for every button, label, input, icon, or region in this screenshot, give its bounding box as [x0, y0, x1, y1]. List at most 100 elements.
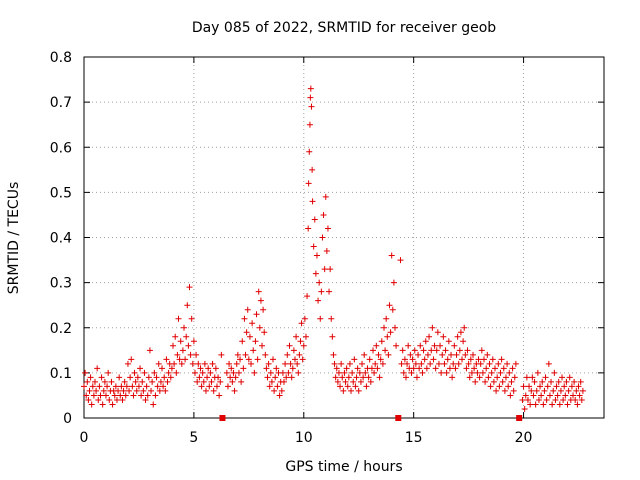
data-point — [450, 360, 457, 367]
data-point — [144, 392, 151, 399]
data-point — [549, 401, 556, 408]
data-point — [520, 383, 527, 390]
data-point — [510, 387, 517, 394]
data-point — [496, 383, 503, 390]
data-point — [253, 311, 260, 318]
data-point — [316, 279, 323, 286]
data-point — [490, 378, 497, 385]
gap-marker — [395, 415, 402, 421]
data-point — [289, 365, 296, 372]
data-point — [408, 369, 415, 376]
data-point — [246, 333, 253, 340]
data-point — [137, 365, 144, 372]
data-point — [206, 383, 213, 390]
data-point — [150, 401, 157, 408]
data-point — [489, 356, 496, 363]
data-point — [294, 360, 301, 367]
data-point — [271, 387, 278, 394]
data-point — [113, 396, 120, 403]
data-point — [87, 374, 94, 381]
data-point — [201, 360, 208, 367]
data-point — [212, 365, 219, 372]
data-point — [563, 378, 570, 385]
data-point — [165, 369, 172, 376]
data-point — [440, 333, 447, 340]
data-point — [101, 378, 108, 385]
data-point — [472, 378, 479, 385]
data-point — [164, 378, 171, 385]
data-point — [148, 387, 155, 394]
data-point — [194, 378, 201, 385]
data-point — [564, 401, 571, 408]
data-point — [109, 401, 116, 408]
data-point — [108, 378, 115, 385]
data-point — [438, 369, 445, 376]
y-tick-label: 0.5 — [50, 185, 72, 201]
data-point — [128, 356, 135, 363]
gap-marker — [516, 415, 523, 421]
data-point — [437, 342, 444, 349]
data-point — [205, 365, 212, 372]
data-point — [554, 392, 561, 399]
data-point — [264, 374, 271, 381]
data-point — [570, 392, 577, 399]
data-point — [449, 374, 456, 381]
data-point — [121, 378, 128, 385]
data-point — [323, 248, 330, 255]
data-point — [105, 369, 112, 376]
data-point — [542, 374, 549, 381]
data-point — [167, 374, 174, 381]
data-point — [208, 378, 215, 385]
data-point — [483, 365, 490, 372]
data-point — [351, 356, 358, 363]
data-point — [422, 338, 429, 345]
data-point — [232, 374, 239, 381]
data-point — [539, 378, 546, 385]
data-point — [217, 378, 224, 385]
data-point — [432, 365, 439, 372]
data-point — [305, 225, 312, 232]
data-point — [244, 306, 251, 313]
data-point — [81, 383, 87, 390]
data-point — [465, 360, 472, 367]
data-point — [531, 378, 538, 385]
data-point — [415, 351, 422, 358]
data-point — [179, 347, 186, 354]
data-point — [132, 378, 139, 385]
data-point — [153, 374, 160, 381]
data-point — [534, 369, 541, 376]
data-point — [295, 369, 302, 376]
x-axis-label: GPS time / hours — [285, 459, 402, 475]
data-point — [378, 338, 385, 345]
data-point — [161, 374, 168, 381]
data-point — [427, 360, 434, 367]
data-point — [361, 351, 368, 358]
x-tick-label: 15 — [405, 430, 423, 446]
data-point — [571, 378, 578, 385]
data-point — [374, 365, 381, 372]
data-point — [478, 347, 485, 354]
data-point — [352, 383, 359, 390]
data-point — [268, 378, 275, 385]
data-point — [356, 369, 363, 376]
data-point — [390, 279, 397, 286]
x-tick-label: 0 — [80, 430, 89, 446]
data-point — [552, 396, 559, 403]
data-point — [257, 297, 264, 304]
data-point — [463, 365, 470, 372]
data-point — [376, 374, 383, 381]
data-point — [127, 374, 134, 381]
data-point — [243, 329, 250, 336]
data-point — [207, 369, 214, 376]
data-point — [260, 306, 267, 313]
data-point — [170, 342, 177, 349]
data-point — [281, 378, 287, 385]
data-point — [444, 356, 451, 363]
data-point — [579, 387, 586, 394]
data-point — [462, 351, 469, 358]
y-tick-label: 0.2 — [50, 321, 72, 337]
y-tick-label: 0.8 — [50, 50, 72, 66]
data-point — [523, 374, 530, 381]
data-point — [497, 369, 504, 376]
data-point — [375, 351, 382, 358]
